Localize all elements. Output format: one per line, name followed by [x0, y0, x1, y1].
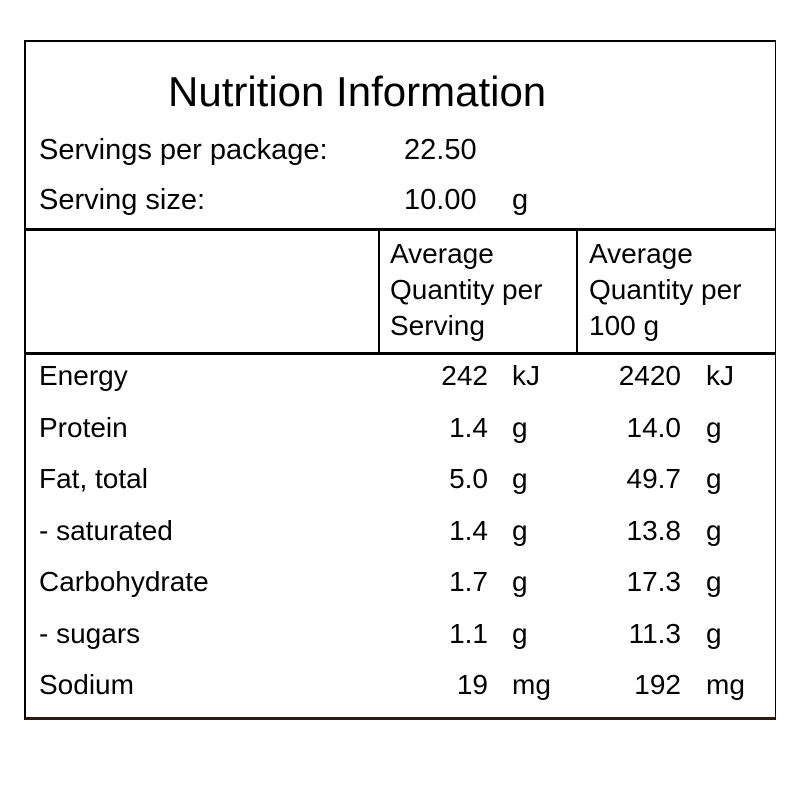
nutrient-per-100g-value: 2420: [618, 360, 681, 391]
nutrient-per-serving-value: 1.4: [449, 411, 488, 443]
servings-per-package-value: 22.50: [404, 134, 477, 166]
nutrient-per-serving-unit: mg: [512, 669, 551, 700]
nutrient-name: - sugars: [39, 617, 141, 649]
column-header-line: Quantity per: [390, 274, 543, 305]
nutrient-per-100g-unit: mg: [706, 669, 745, 700]
nutrient-per-100g-unit: g: [706, 411, 722, 443]
nutrient-per-serving-value: 1.1: [449, 617, 488, 649]
column-divider-1: [378, 230, 380, 354]
nutrient-per-100g-value: 13.8: [626, 514, 682, 546]
nutrient-per-serving-unit: g: [512, 566, 528, 597]
nutrient-per-100g-value: 192: [634, 669, 681, 700]
header-bottom-rule: [26, 352, 776, 355]
column-header-line: Serving: [390, 310, 485, 341]
nutrient-per-100g-value: 17.3: [626, 566, 682, 597]
nutrient-per-100g-unit: g: [706, 566, 722, 597]
nutrient-per-serving-value: 5.0: [449, 463, 488, 494]
column-header-line: Quantity per: [589, 274, 742, 305]
nutrient-per-100g-value: 14.0: [626, 411, 682, 443]
nutrient-name: Sodium: [39, 669, 134, 700]
nutrient-name: Energy: [39, 360, 128, 391]
nutrient-per-100g-unit: g: [706, 514, 722, 546]
nutrient-per-serving-unit: g: [512, 514, 528, 546]
nutrient-per-serving-unit: g: [512, 617, 528, 649]
nutrient-per-100g-value: 11.3: [628, 617, 681, 649]
nutrient-per-100g-value: 49.7: [626, 463, 682, 494]
nutrient-per-serving-value: 19: [456, 669, 488, 700]
header-top-rule: [26, 228, 776, 231]
nutrient-per-serving-value: 242: [441, 360, 488, 391]
nutrient-name: - saturated: [39, 514, 173, 546]
column-header-per-serving: Average Quantity per Serving: [390, 236, 543, 344]
column-header-per-100g: Average Quantity per 100 g: [589, 236, 742, 344]
panel-title: Nutrition Information: [168, 68, 547, 115]
serving-size-label: Serving size:: [39, 184, 206, 216]
servings-per-package-label: Servings per package:: [39, 134, 328, 166]
nutrient-per-100g-unit: g: [706, 617, 722, 649]
nutrient-per-serving-unit: kJ: [512, 360, 540, 391]
nutrient-per-100g-unit: g: [706, 463, 722, 494]
column-header-line: Average: [589, 238, 693, 269]
nutrient-per-serving-value: 1.7: [449, 566, 488, 597]
nutrient-per-serving-unit: g: [512, 411, 528, 443]
serving-size-unit: g: [512, 184, 529, 216]
nutrient-per-serving-unit: g: [512, 463, 528, 494]
nutrient-per-serving-value: 1.4: [449, 514, 488, 546]
column-divider-2: [576, 230, 578, 354]
nutrient-name: Carbohydrate: [39, 566, 209, 597]
column-header-line: 100 g: [589, 310, 660, 341]
nutrition-panel: Nutrition Information Servings per packa…: [24, 40, 776, 720]
column-header-line: Average: [390, 238, 494, 269]
nutrient-name: Fat, total: [39, 463, 148, 494]
serving-size-value: 10.00: [404, 184, 477, 216]
nutrient-name: Protein: [39, 411, 128, 443]
nutrient-per-100g-unit: kJ: [706, 360, 734, 391]
